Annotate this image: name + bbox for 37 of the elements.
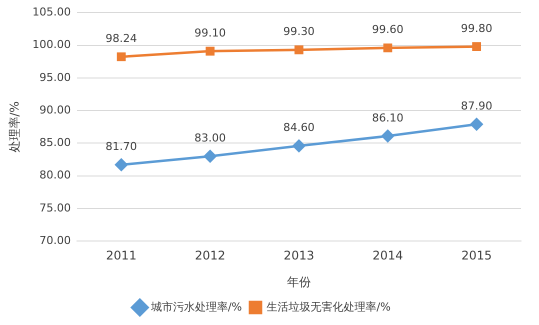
point	[115, 158, 128, 172]
point	[472, 42, 482, 51]
point	[292, 140, 306, 152]
x-tick-label: 2013	[284, 248, 314, 263]
data-label: 84.60	[283, 121, 315, 134]
data-label: 99.30	[283, 25, 315, 38]
data-label: 98.24	[106, 32, 138, 46]
legend-label: 城市污水处理率/%	[150, 300, 242, 314]
y-axis-title: 处理率/%	[7, 101, 22, 153]
point	[116, 52, 126, 62]
data-label: 99.10	[194, 26, 226, 40]
point	[383, 43, 392, 52]
x-tick-label: 2014	[372, 248, 404, 263]
data-label: 81.70	[106, 140, 138, 154]
y-tick-label: 105.00	[32, 5, 71, 18]
point	[206, 46, 215, 56]
x-tick-label: 2011	[106, 248, 137, 263]
point	[294, 45, 304, 54]
point	[470, 118, 483, 131]
data-label: 87.90	[460, 100, 492, 113]
data-label: 86.10	[372, 111, 404, 124]
y-tick-label: 70.00	[39, 234, 71, 248]
point	[204, 150, 216, 163]
y-tick-label: 90.00	[39, 103, 71, 116]
y-tick-label: 100.00	[32, 38, 71, 52]
x-axis-title: 年份	[286, 274, 311, 289]
x-tick-label: 2015	[461, 248, 492, 263]
y-tick-label: 95.00	[39, 70, 71, 84]
y-tick-label: 85.00	[39, 136, 71, 150]
x-tick-label: 2012	[194, 248, 226, 263]
data-label: 99.60	[372, 23, 404, 36]
legend-label: 生活垃圾无害化处理率/%	[266, 300, 391, 314]
data-label: 83.00	[194, 132, 226, 145]
data-label: 99.80	[460, 22, 492, 35]
y-tick-label: 80.00	[39, 168, 71, 182]
y-tick-label: 75.00	[39, 201, 71, 214]
point	[382, 130, 394, 142]
